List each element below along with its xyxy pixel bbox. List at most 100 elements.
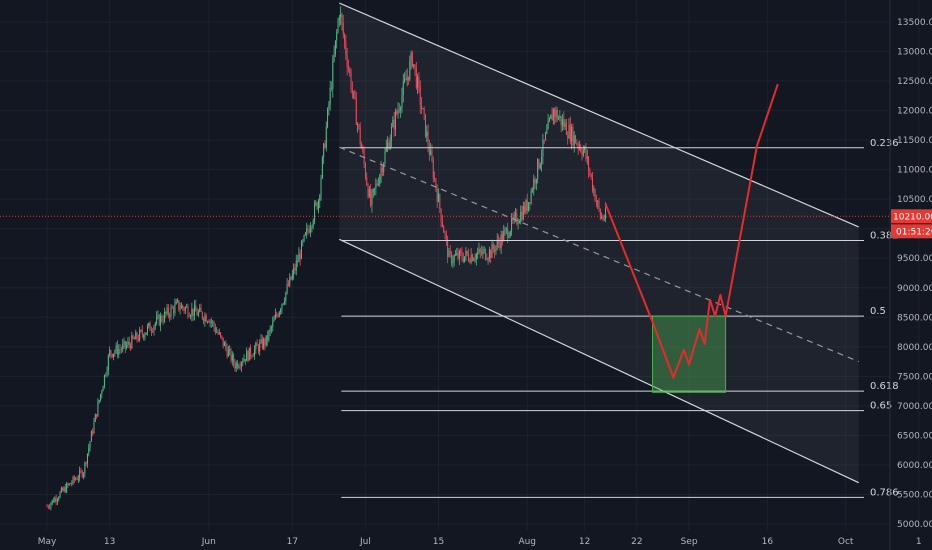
candle-body [550,114,552,119]
candle-body [559,116,561,118]
candle-body [542,139,544,158]
candle-body [367,184,369,197]
candle-body [212,322,214,323]
y-tick-label: 8500.00 [897,313,932,323]
candle-body [160,315,162,326]
candle-body [538,159,540,169]
candle-body [447,239,449,257]
candle-body [60,488,62,493]
candle-body [451,252,453,264]
candle-body [89,441,91,448]
candle-body [227,350,229,357]
candle-body [528,202,530,211]
candle-body [98,400,100,403]
candle-body [589,170,591,174]
candle-body [252,355,254,357]
candle-body [388,142,390,149]
channel-lower [339,238,859,484]
candle-body [63,487,65,491]
candle-body [111,353,113,357]
candle-body [184,307,186,311]
candle-body [438,194,439,202]
y-tick-label: 9000.00 [897,284,932,294]
candle-body [445,233,447,240]
candle-body [443,226,445,233]
candle-body [59,492,61,498]
candle-body [338,17,340,21]
candle-body [324,143,326,148]
candle-body [452,261,454,264]
price-badge-text: 10210.00 [893,212,932,222]
fib-label: 0.5 [870,306,886,317]
candle-body [191,308,193,316]
candle-body [295,260,297,271]
candle-body [422,108,424,110]
candle-body [273,318,275,322]
candle-body [494,249,496,252]
candle-body [302,240,304,242]
candle-body [73,476,75,480]
candle-body [154,323,156,327]
candle-body [144,334,146,338]
candle-body [203,318,205,322]
candle-body [577,143,579,148]
candle-body [55,498,57,502]
candle-body [96,414,98,417]
candle-body [264,339,266,346]
candle-body [471,254,473,261]
candle-body [561,119,563,126]
candle-body [208,321,210,323]
candle-body [406,76,408,81]
candle-body [182,305,184,308]
candle-body [602,216,604,219]
candle-body [122,344,124,350]
candle-body [167,307,169,315]
candle-body [347,66,349,69]
candle-body [300,241,302,259]
candle-body [509,231,511,236]
candle-body [572,126,574,146]
candle-body [77,477,79,480]
candle-body [80,470,82,472]
y-tick-label: 10500.00 [897,195,932,205]
candle-body [584,146,586,151]
candle-body [103,374,105,387]
candle-body [170,307,172,317]
candle-body [135,332,137,340]
candle-body [233,354,235,364]
candle-body [115,345,117,352]
channel-mid [339,146,859,363]
candle-body [491,244,493,258]
candle-body [551,114,553,121]
candle-body [409,61,411,80]
candle-body [260,338,262,343]
candle-body [323,143,325,158]
candle-body [83,473,85,477]
fib-label: 0.382 [870,231,899,242]
candle-body [411,52,413,67]
candle-body [503,231,505,242]
candle-body [483,249,485,251]
candle-body [287,284,289,286]
price-badges: 10210.00 01:51:20 [891,209,932,239]
candle-body [454,254,456,256]
candle-body [526,200,528,211]
candle-body [226,348,228,357]
candle-body [580,146,582,152]
candle-body [345,41,347,56]
fib-label: 0.236 [870,138,899,149]
candle-body [501,234,503,242]
candle-body [177,300,178,302]
target-zone [652,315,727,393]
candle-body [410,52,412,62]
candle-body [320,177,322,196]
candle-body [221,335,223,338]
candle-body [449,251,451,253]
candle-body [64,487,66,493]
candle-body [351,89,353,92]
candle-body [328,104,330,109]
candle-body [62,488,64,491]
candle-body [308,230,310,233]
countdown-badge [891,224,932,239]
candle-body [398,109,400,111]
